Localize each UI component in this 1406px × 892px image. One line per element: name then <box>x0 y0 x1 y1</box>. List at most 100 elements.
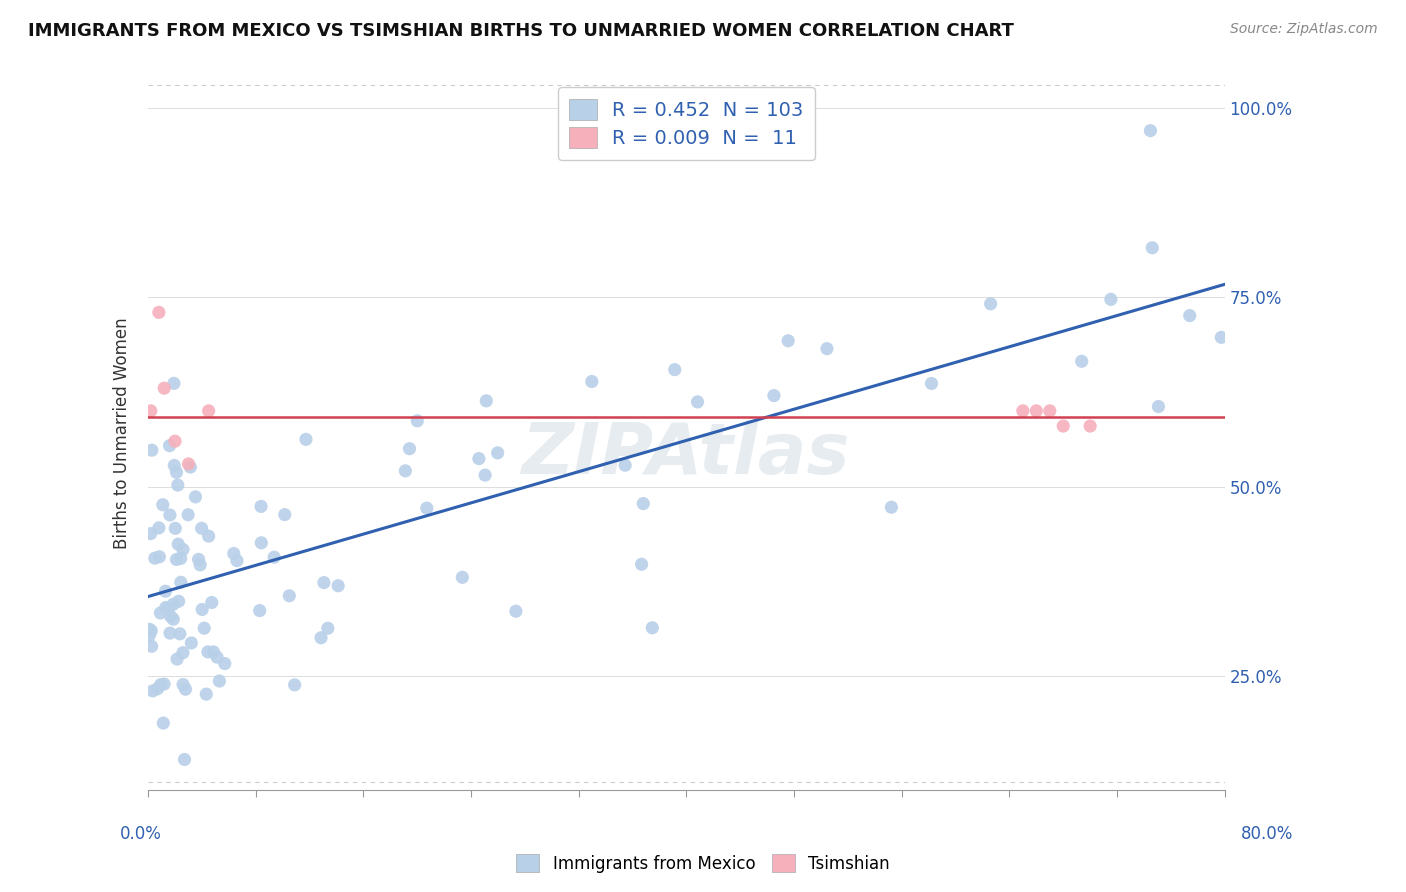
Point <box>1139 123 1161 137</box>
Point <box>394 464 416 478</box>
Point <box>762 388 785 402</box>
Point <box>159 508 181 522</box>
Point <box>170 575 193 590</box>
Point <box>921 376 943 391</box>
Point <box>249 604 271 618</box>
Point <box>146 681 169 696</box>
Point <box>1052 419 1074 434</box>
Point <box>155 584 177 599</box>
Point <box>474 468 496 483</box>
Point <box>165 521 187 535</box>
Point <box>581 375 603 389</box>
Point <box>309 631 332 645</box>
Point <box>1039 404 1062 418</box>
Point <box>157 601 180 615</box>
Point <box>815 342 838 356</box>
Point <box>486 446 509 460</box>
Point <box>174 682 197 697</box>
Point <box>180 636 202 650</box>
Point <box>1099 293 1122 307</box>
Point <box>214 657 236 671</box>
Point <box>170 551 193 566</box>
Point <box>138 628 160 642</box>
Point <box>250 500 273 514</box>
Point <box>468 451 491 466</box>
Point <box>295 433 318 447</box>
Point <box>167 594 190 608</box>
Point <box>172 677 194 691</box>
Point <box>505 604 527 618</box>
Point <box>222 547 245 561</box>
Point <box>328 579 350 593</box>
Point <box>250 536 273 550</box>
Point <box>142 684 165 698</box>
Point <box>163 434 186 449</box>
Legend: R = 0.452  N = 103, R = 0.009  N =  11: R = 0.452 N = 103, R = 0.009 N = 11 <box>558 87 815 160</box>
Point <box>193 621 215 635</box>
Point <box>1025 404 1047 418</box>
Point <box>284 678 307 692</box>
Text: 80.0%: 80.0% <box>1241 825 1294 843</box>
Point <box>205 650 228 665</box>
Point <box>197 404 219 418</box>
Point <box>184 490 207 504</box>
Point <box>149 606 172 620</box>
Point <box>179 460 201 475</box>
Point <box>197 529 219 543</box>
Point <box>664 362 686 376</box>
Point <box>1078 419 1101 434</box>
Point <box>152 498 174 512</box>
Point <box>152 716 174 731</box>
Point <box>148 521 170 535</box>
Point <box>1142 241 1164 255</box>
Point <box>614 458 637 473</box>
Point <box>195 687 218 701</box>
Point <box>475 393 498 408</box>
Point <box>1070 354 1092 368</box>
Point <box>141 443 163 458</box>
Point <box>139 526 162 541</box>
Point <box>162 612 184 626</box>
Point <box>451 570 474 584</box>
Point <box>173 752 195 766</box>
Point <box>263 550 285 565</box>
Point <box>641 621 664 635</box>
Point <box>163 376 186 391</box>
Point <box>143 551 166 566</box>
Text: ZIPAtlas: ZIPAtlas <box>522 420 851 490</box>
Point <box>630 558 652 572</box>
Point <box>166 465 188 479</box>
Point <box>778 334 800 348</box>
Point <box>191 602 214 616</box>
Point <box>274 508 297 522</box>
Point <box>406 414 429 428</box>
Point <box>159 439 181 453</box>
Legend: Immigrants from Mexico, Tsimshian: Immigrants from Mexico, Tsimshian <box>509 847 897 880</box>
Point <box>398 442 420 456</box>
Point <box>1147 400 1170 414</box>
Point <box>187 552 209 566</box>
Point <box>312 575 335 590</box>
Point <box>166 478 188 492</box>
Point <box>169 627 191 641</box>
Point <box>416 501 439 516</box>
Point <box>165 552 187 566</box>
Point <box>686 395 709 409</box>
Point <box>278 589 301 603</box>
Point <box>880 500 903 515</box>
Point <box>163 458 186 473</box>
Point <box>202 645 225 659</box>
Point <box>153 677 176 691</box>
Y-axis label: Births to Unmarried Women: Births to Unmarried Women <box>114 318 131 549</box>
Point <box>153 381 176 395</box>
Point <box>208 673 231 688</box>
Point <box>190 521 212 535</box>
Point <box>149 677 172 691</box>
Point <box>980 297 1002 311</box>
Text: Source: ZipAtlas.com: Source: ZipAtlas.com <box>1230 22 1378 37</box>
Point <box>188 558 211 572</box>
Point <box>226 554 249 568</box>
Point <box>155 600 177 615</box>
Point <box>138 623 160 637</box>
Text: 0.0%: 0.0% <box>120 825 162 843</box>
